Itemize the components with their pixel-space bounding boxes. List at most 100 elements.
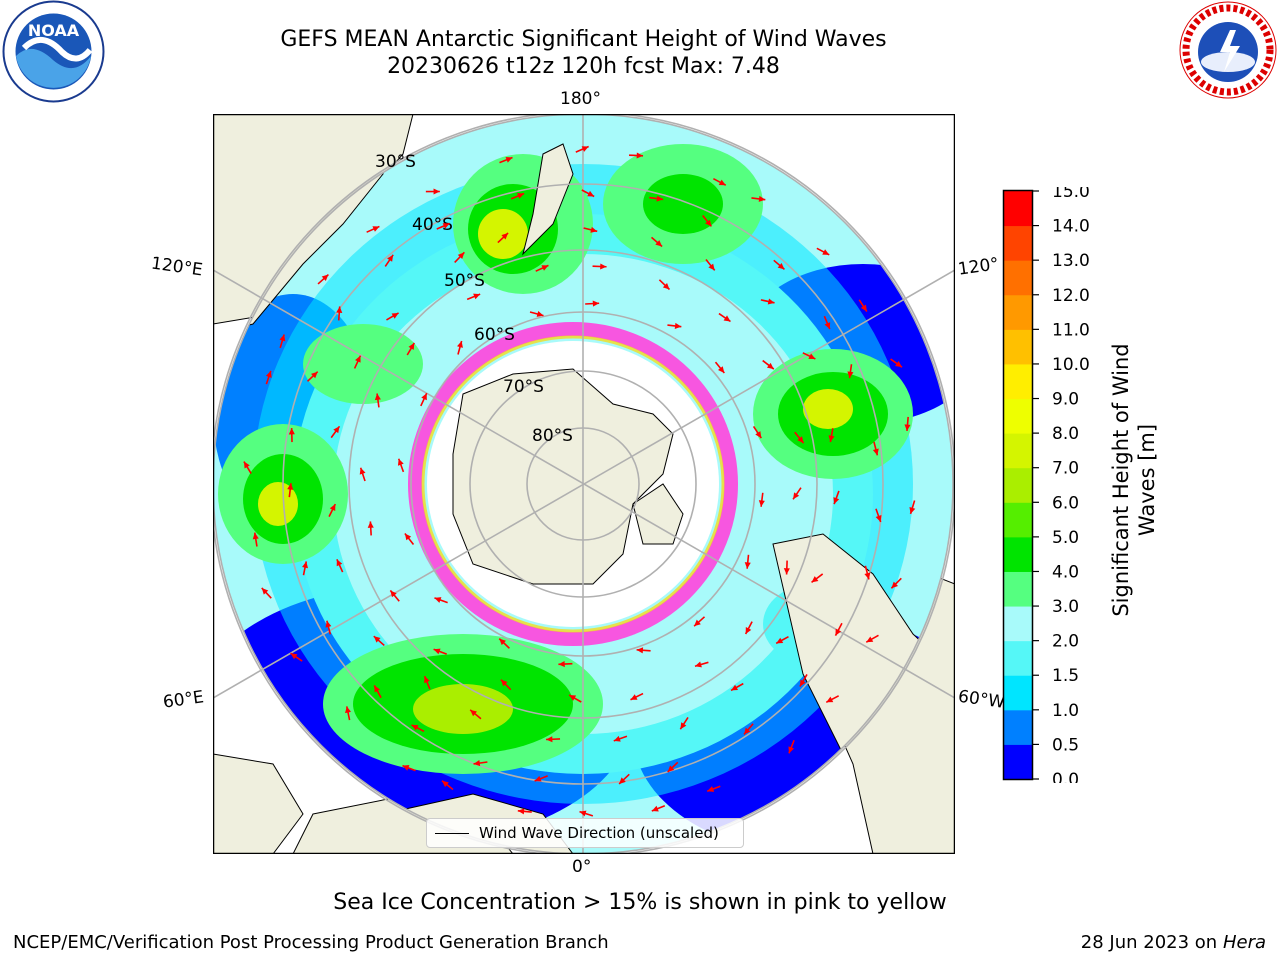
colorbar-segment — [1004, 571, 1032, 607]
wave-direction-arrowhead — [333, 426, 340, 434]
wave-direction-arrowhead — [558, 661, 565, 668]
wave-direction-arrowhead — [651, 805, 659, 812]
wave-direction-arrowhead — [822, 249, 830, 255]
wave-direction-arrowhead — [587, 190, 595, 197]
wave-direction-arrowhead — [374, 685, 380, 693]
colorbar-tick-label: 7.0 — [1052, 459, 1079, 479]
wave-direction-arrowhead — [581, 146, 589, 152]
wave-direction-arrowhead — [261, 587, 269, 595]
colorbar-segment — [1004, 536, 1032, 572]
colorbar-label: Significant Height of Wind Waves [m] — [1108, 270, 1160, 690]
wave-direction-arrowhead — [336, 559, 343, 567]
wave-direction-arrowhead — [457, 340, 463, 348]
colorbar-tick-label: 2.0 — [1052, 632, 1079, 652]
wave-direction-arrowhead — [864, 572, 871, 580]
wave-direction-arrowhead — [373, 636, 381, 643]
wave-direction-arrowhead — [745, 627, 752, 635]
wave-direction-arrowhead — [833, 497, 840, 505]
wave-direction-arrowhead — [707, 786, 715, 792]
wave-direction-arrowhead — [619, 777, 626, 784]
wave-direction-arrowhead — [329, 504, 336, 512]
colorbar-label-line1: Significant Height of Wind — [1109, 343, 1133, 617]
wave-direction-arrowhead — [909, 507, 916, 514]
colorbar-tick-label: 1.0 — [1052, 701, 1079, 721]
colorbar-segment — [1004, 606, 1032, 642]
wave-direction-arrowhead — [541, 265, 549, 271]
wave-direction-arrowhead — [279, 334, 286, 342]
wave-direction-arrowhead — [536, 311, 544, 317]
wave-direction-arrowhead — [872, 448, 879, 456]
wave-direction-arrowhead — [517, 808, 525, 815]
wave-direction-arrowhead — [441, 780, 449, 788]
wave-direction-arrowhead — [744, 562, 751, 569]
colorbar-segment — [1004, 294, 1032, 330]
wave-direction-arrowhead — [501, 232, 509, 240]
colorbar-segment — [1004, 363, 1032, 400]
wave-direction-arrowhead — [336, 306, 343, 313]
wave-direction-arrowhead — [517, 193, 525, 199]
wave-direction-arrowhead — [656, 195, 664, 202]
wave-direction-arrowhead — [824, 322, 831, 330]
colorbar-segment — [1004, 467, 1032, 503]
colorbar-tick-label: 5.0 — [1052, 528, 1079, 548]
wave-direction-arrowhead — [783, 568, 790, 575]
legend-label: Wind Wave Direction (unscaled) — [479, 824, 719, 842]
colorbar-tick-label: 3.0 — [1052, 597, 1079, 617]
wave-direction-arrowhead — [359, 467, 366, 475]
wave-direction-arrowhead — [847, 371, 854, 379]
wave-direction-arrowhead — [569, 695, 577, 701]
wave-direction-arrowhead — [243, 461, 250, 469]
chart-title-line1: GEFS MEAN Antarctic Significant Height o… — [280, 27, 887, 52]
colorbar-segment — [1004, 675, 1032, 711]
lat-label-30s: 30°S — [375, 152, 416, 172]
lon-label-0: 0° — [572, 857, 592, 877]
wave-direction-arrowhead — [767, 298, 775, 305]
colorbar-tick-label: 14.0 — [1052, 217, 1090, 237]
wave-direction-arrowhead — [636, 647, 644, 654]
colorbar-tick-label: 13.0 — [1052, 251, 1090, 271]
wave-direction-arrowhead — [287, 483, 294, 490]
lat-label-70s: 70°S — [503, 377, 544, 397]
wave-direction-arrowhead — [708, 263, 715, 271]
wave-direction-arrowhead — [433, 188, 440, 195]
wave-direction-arrowhead — [636, 152, 644, 159]
wave-direction-arrowhead — [895, 361, 903, 368]
colorbar-segment — [1004, 260, 1032, 296]
wave-direction-arrowhead — [600, 263, 607, 270]
wave-direction-arrowhead — [694, 661, 702, 668]
wave-direction-arrowhead — [860, 304, 867, 312]
lon-label-60e: 60°E — [161, 687, 206, 713]
footer-left: NCEP/EMC/Verification Post Processing Pr… — [13, 932, 609, 953]
nws-logo — [1179, 1, 1277, 99]
colorbar-tick-label: 12.0 — [1052, 286, 1090, 306]
wave-direction-arrowhead — [811, 576, 819, 583]
wave-direction-arrowhead — [743, 727, 751, 735]
legend-line-swatch — [435, 832, 469, 834]
wave-direction-arrowhead — [424, 676, 430, 684]
wave-direction-arrowhead — [345, 706, 352, 714]
wave-direction-arrowhead — [499, 638, 506, 646]
colorbar-segment — [1004, 709, 1032, 745]
wave-direction-arrowhead — [290, 653, 298, 660]
map-legend: Wind Wave Direction (unscaled) — [426, 818, 744, 848]
wave-direction-arrowhead — [442, 223, 450, 229]
wave-direction-arrowhead — [705, 219, 712, 227]
colorbar-segment — [1004, 502, 1032, 538]
wave-direction-arrowhead — [758, 500, 765, 507]
colorbar-tick-label: 1.5 — [1052, 666, 1079, 686]
wave-direction-arrowhead — [891, 581, 899, 589]
wave-direction-arrowhead — [374, 393, 381, 401]
wave-direction-arrowhead — [592, 300, 600, 307]
wave-direction-arrowhead — [390, 590, 397, 598]
wave-direction-arrowhead — [402, 765, 410, 771]
wave-direction-arrowhead — [473, 760, 481, 767]
wave-direction-arrowhead — [321, 274, 329, 282]
wave-direction-arrowhead — [875, 514, 882, 522]
wave-direction-arrowhead — [421, 393, 427, 401]
wave-direction-arrowhead — [590, 226, 598, 233]
wave-direction-arrowhead — [387, 254, 394, 262]
lon-label-120e: 120°E — [149, 253, 204, 281]
colorbar-tick-label: 10.0 — [1052, 355, 1090, 375]
wave-direction-arrowhead — [662, 282, 670, 290]
wave-direction-arrowhead — [630, 694, 638, 700]
